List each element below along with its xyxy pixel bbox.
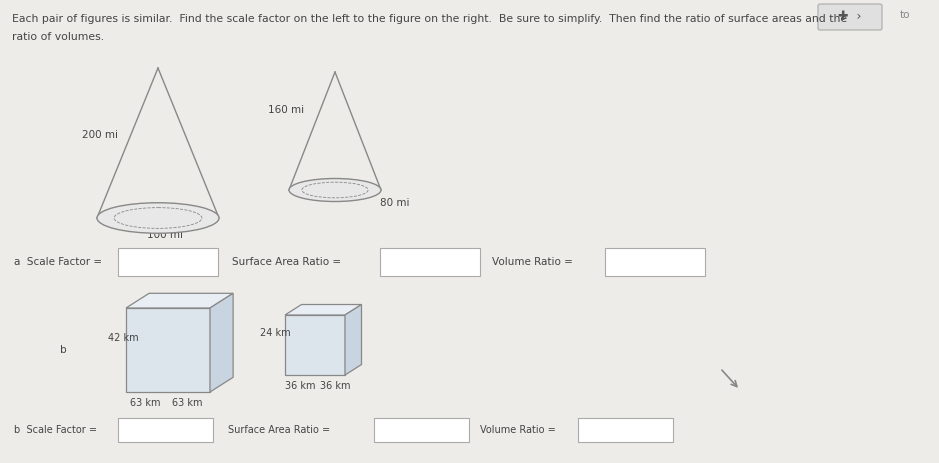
Ellipse shape — [97, 203, 219, 233]
Text: Volume Ratio =: Volume Ratio = — [492, 257, 573, 267]
Text: 100 mi: 100 mi — [147, 230, 183, 240]
Text: Volume Ratio =: Volume Ratio = — [480, 425, 556, 435]
FancyBboxPatch shape — [818, 4, 882, 30]
Text: b  Scale Factor =: b Scale Factor = — [14, 425, 97, 435]
Text: Each pair of figures is similar.  Find the scale factor on the left to the figur: Each pair of figures is similar. Find th… — [12, 14, 847, 24]
Polygon shape — [126, 293, 233, 308]
FancyBboxPatch shape — [374, 418, 469, 442]
Text: 80 mi: 80 mi — [380, 198, 409, 208]
Polygon shape — [210, 293, 233, 392]
Polygon shape — [126, 308, 210, 392]
Text: 63 km: 63 km — [172, 398, 203, 408]
Polygon shape — [285, 305, 362, 315]
Text: 24 km: 24 km — [260, 328, 291, 338]
Text: Surface Area Ratio =: Surface Area Ratio = — [232, 257, 341, 267]
Text: to: to — [900, 10, 911, 20]
Text: Surface Area Ratio =: Surface Area Ratio = — [228, 425, 331, 435]
FancyBboxPatch shape — [605, 248, 705, 276]
Text: b: b — [60, 345, 67, 355]
FancyBboxPatch shape — [380, 248, 480, 276]
Text: ratio of volumes.: ratio of volumes. — [12, 32, 104, 42]
Text: 200 mi: 200 mi — [82, 130, 118, 140]
Polygon shape — [285, 315, 345, 375]
Text: 36 km: 36 km — [285, 381, 316, 391]
Text: a  Scale Factor =: a Scale Factor = — [14, 257, 102, 267]
FancyBboxPatch shape — [578, 418, 673, 442]
Text: 36 km: 36 km — [320, 381, 350, 391]
Text: 42 km: 42 km — [108, 333, 139, 343]
Ellipse shape — [289, 179, 381, 201]
FancyBboxPatch shape — [118, 248, 218, 276]
Text: ✚  ›: ✚ › — [839, 11, 862, 24]
Polygon shape — [345, 305, 362, 375]
FancyBboxPatch shape — [118, 418, 213, 442]
Text: 160 mi: 160 mi — [268, 105, 304, 115]
Text: 63 km: 63 km — [130, 398, 161, 408]
